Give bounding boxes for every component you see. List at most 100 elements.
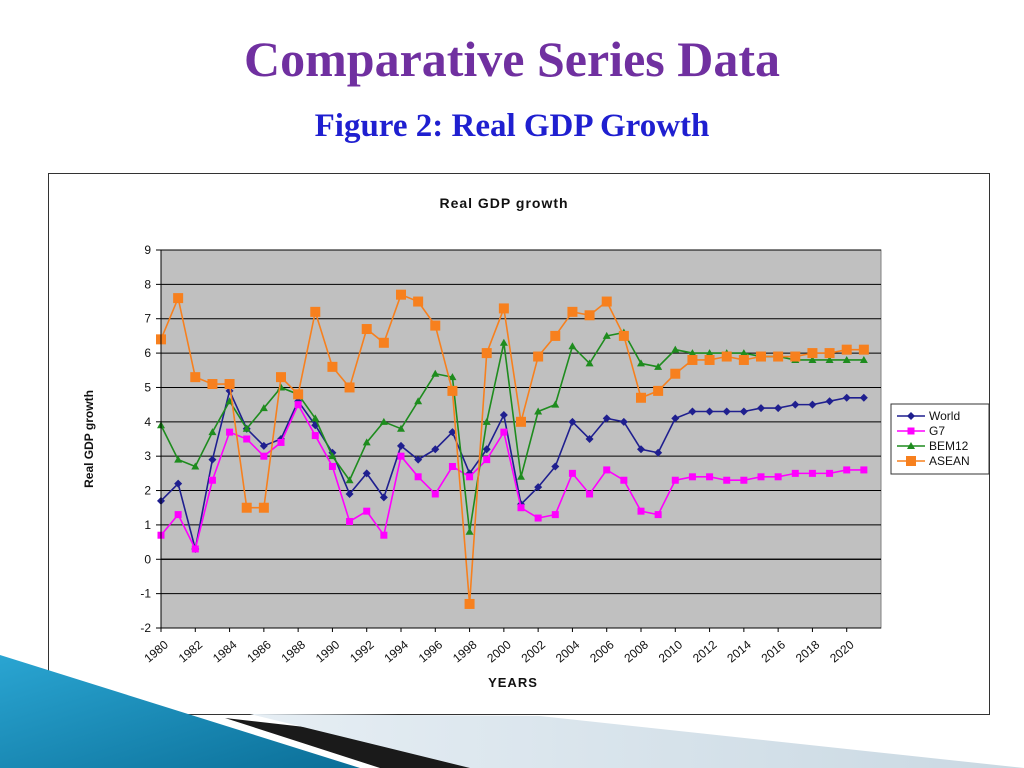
data-point [688, 473, 696, 481]
x-tick-label: 2014 [724, 637, 754, 665]
data-point [637, 359, 645, 367]
y-tick-label: 8 [144, 277, 151, 291]
data-point [654, 511, 662, 519]
data-point [704, 354, 715, 365]
legend-label: ASEAN [929, 454, 970, 468]
data-point [859, 355, 868, 363]
y-tick-label: 2 [144, 484, 151, 498]
series-bem12 [157, 328, 868, 535]
x-tick-label: 1990 [313, 637, 343, 665]
data-point [397, 452, 405, 460]
y-tick-label: -2 [140, 621, 151, 635]
data-point [327, 361, 338, 372]
data-point [654, 448, 663, 457]
data-point [533, 351, 544, 362]
x-tick-label: 2010 [656, 637, 686, 665]
data-point [790, 351, 801, 362]
x-tick-label: 1980 [141, 637, 171, 665]
legend-item-asean: ASEAN [897, 454, 970, 468]
x-axis-label: YEARS [488, 675, 538, 690]
data-point [243, 435, 251, 443]
data-point [807, 348, 818, 359]
data-point [619, 417, 628, 426]
data-point [670, 368, 681, 379]
data-point [602, 414, 611, 423]
data-point [654, 362, 663, 370]
data-point [517, 472, 525, 480]
data-point [568, 342, 577, 350]
y-tick-label: 5 [144, 380, 151, 394]
data-point [551, 511, 559, 519]
x-tick-label: 1996 [416, 637, 446, 665]
data-point [174, 511, 182, 519]
data-point [567, 306, 578, 317]
slide-title: Comparative Series Data [244, 31, 780, 87]
y-tick-label: 7 [144, 312, 151, 326]
data-point [842, 355, 851, 363]
data-point [414, 473, 422, 481]
data-point [379, 493, 388, 502]
decor-dark-stripe [225, 718, 480, 768]
x-tick-label: 2018 [793, 637, 823, 665]
data-point [259, 404, 268, 412]
data-point [362, 469, 371, 478]
data-point [653, 385, 664, 396]
data-point [311, 414, 320, 422]
data-point [739, 349, 748, 357]
data-point [907, 427, 915, 435]
series-line [160, 331, 864, 532]
data-point [601, 296, 612, 307]
data-point [430, 320, 441, 331]
data-point [534, 483, 543, 492]
data-point [671, 345, 680, 353]
x-tick-label: 1982 [176, 637, 206, 665]
chart-frame: -2 -1 0 1 2 3 4 5 6 7 8 9 1980 1982 1984 1986 1988 1990 19… [48, 173, 990, 715]
y-tick-label: 9 [144, 243, 151, 257]
data-point [448, 428, 457, 437]
data-point [722, 407, 731, 416]
data-point [721, 351, 732, 362]
legend-label: G7 [929, 424, 945, 438]
y-tick-label: 3 [144, 449, 151, 463]
data-point [413, 296, 424, 307]
data-point [671, 476, 679, 484]
x-tick-label: 2012 [690, 637, 720, 665]
data-point [397, 424, 405, 432]
data-point [858, 344, 869, 355]
data-point [345, 476, 354, 484]
data-point [294, 401, 302, 409]
data-point [241, 502, 252, 513]
data-point [191, 545, 199, 553]
data-point [328, 462, 336, 470]
data-point [906, 456, 916, 466]
data-point [791, 469, 799, 477]
data-point [482, 417, 491, 425]
data-point [774, 404, 783, 413]
data-point [173, 293, 184, 304]
data-point [448, 373, 457, 381]
data-point [687, 354, 698, 365]
data-point [739, 407, 748, 416]
data-point [757, 404, 765, 413]
data-point [208, 476, 216, 484]
data-point [361, 324, 372, 335]
decor-light-stripe [250, 714, 1024, 768]
data-point [757, 473, 765, 481]
data-point [310, 306, 321, 317]
data-point [465, 527, 474, 535]
data-point [808, 355, 817, 363]
data-point [773, 351, 784, 362]
data-point [431, 369, 440, 377]
x-tick-label: 1994 [381, 637, 411, 665]
data-point [464, 598, 475, 609]
data-point [705, 407, 714, 416]
data-point [499, 338, 508, 346]
data-point [740, 476, 748, 484]
data-point [825, 355, 834, 363]
data-point [431, 490, 439, 498]
x-tick-label: 1992 [347, 637, 377, 665]
x-tick-label: 2004 [553, 637, 583, 665]
data-point [550, 330, 561, 341]
data-point [791, 400, 800, 409]
